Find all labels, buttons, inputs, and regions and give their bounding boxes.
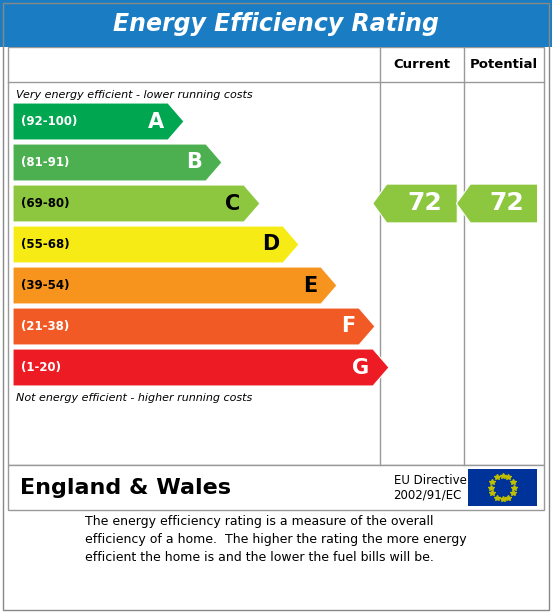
Text: Potential: Potential [470,58,538,71]
Text: 72: 72 [407,191,442,216]
Polygon shape [13,308,375,345]
Text: Not energy efficient - higher running costs: Not energy efficient - higher running co… [16,393,252,403]
Polygon shape [373,184,457,223]
Text: (92-100): (92-100) [21,115,77,128]
Bar [0,0,552,47]
Text: England & Wales: England & Wales [20,478,231,498]
Text: (81-91): (81-91) [21,156,70,169]
Text: D: D [262,235,279,254]
Text: C: C [225,194,240,213]
Text: (55-68): (55-68) [21,238,70,251]
Polygon shape [13,185,260,222]
Text: (39-54): (39-54) [21,279,70,292]
Text: (1-20): (1-20) [21,361,61,374]
Text: G: G [352,357,369,378]
Text: A: A [148,112,164,132]
Text: F: F [341,316,355,337]
Polygon shape [13,103,184,140]
Text: E: E [302,275,317,295]
Bar [8,47,544,465]
Text: The energy efficiency rating is a measure of the overall
efficiency of a home.  : The energy efficiency rating is a measur… [85,515,467,564]
Text: Very energy efficient - lower running costs: Very energy efficient - lower running co… [16,90,253,100]
Text: Energy Efficiency Rating: Energy Efficiency Rating [113,12,439,36]
Bar [8,465,544,510]
Text: 72: 72 [490,191,524,216]
Text: Current: Current [394,58,450,71]
Text: EU Directive
2002/91/EC: EU Directive 2002/91/EC [394,473,466,501]
Polygon shape [13,144,222,181]
Text: (21-38): (21-38) [21,320,69,333]
Text: B: B [186,153,202,172]
Polygon shape [13,349,389,386]
Polygon shape [457,184,538,223]
Polygon shape [13,267,337,304]
Bar [468,469,537,506]
Polygon shape [13,226,299,263]
Text: (69-80): (69-80) [21,197,70,210]
